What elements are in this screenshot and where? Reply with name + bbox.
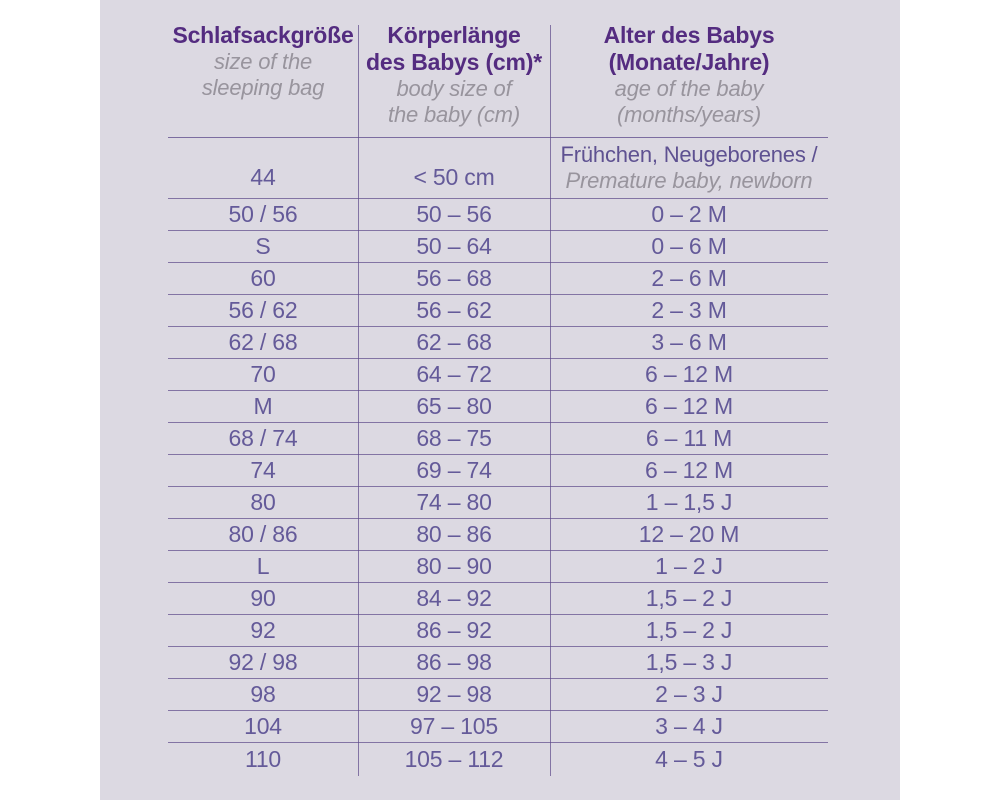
column-subtitle: size of the (213, 49, 313, 74)
cell-age: 1 – 2 J (655, 553, 723, 579)
column-subtitle: (months/years) (617, 102, 761, 127)
table-row: 110 105 – 112 4 – 5 J (168, 743, 828, 775)
cell-body-length: 86 – 92 (416, 617, 492, 643)
cell-body-length: 50 – 56 (416, 201, 492, 227)
table-row: 92 86 – 92 1,5 – 2 J (168, 615, 828, 647)
table-row: 92 / 98 86 – 98 1,5 – 3 J (168, 647, 828, 679)
column-subtitle: age of the baby (614, 76, 764, 101)
cell-age: 1,5 – 3 J (645, 649, 733, 675)
cell-size: 60 (250, 265, 276, 291)
cell-age: 12 – 20 M (638, 521, 740, 547)
column-divider-1 (358, 25, 359, 776)
cell-size: 44 (250, 164, 276, 190)
column-title: Alter des Babys (603, 22, 775, 48)
column-divider-2 (550, 25, 551, 776)
age-english: Premature baby, newborn (565, 168, 813, 193)
cell-size: 62 / 68 (228, 329, 298, 355)
cell-age: 6 – 12 M (645, 457, 733, 483)
cell-body-length: 69 – 74 (416, 457, 492, 483)
cell-size: 110 (244, 745, 282, 772)
age-bilingual: Frühchen, Neugeborenes / Premature baby,… (561, 142, 818, 194)
lavender-panel: Schlafsackgröße size of the sleeping bag… (100, 0, 900, 800)
table-row: 56 / 62 56 – 62 2 – 3 M (168, 295, 828, 327)
cell-body-length: 80 – 86 (416, 521, 492, 547)
cell-age: 6 – 12 M (645, 393, 733, 419)
cell-body-length: 64 – 72 (416, 361, 492, 387)
column-subtitle: body size of (396, 76, 512, 101)
cell-body-length: 56 – 68 (416, 265, 492, 291)
cell-age: 1 – 1,5 J (645, 489, 733, 515)
column-subtitle: the baby (cm) (388, 102, 520, 127)
cell-age: 0 – 6 M (651, 233, 727, 259)
cell-age: 3 – 4 J (655, 713, 723, 739)
cell-size: L (256, 553, 270, 579)
cell-size: S (255, 233, 271, 259)
table-row: 74 69 – 74 6 – 12 M (168, 455, 828, 487)
cell-size: 92 (250, 617, 276, 643)
cell-age: 4 – 5 J (655, 745, 723, 772)
cell-age: 6 – 11 M (645, 425, 733, 451)
cell-body-length: 74 – 80 (416, 489, 492, 515)
cell-body-length: 97 – 105 (410, 713, 498, 739)
cell-age: 0 – 2 M (651, 201, 727, 227)
cell-body-length: 68 – 75 (416, 425, 492, 451)
column-header-body-length: Körperlänge des Babys (cm)* body size of… (358, 20, 550, 137)
table-header-row: Schlafsackgröße size of the sleeping bag… (168, 20, 828, 138)
column-subtitle: sleeping bag (201, 75, 325, 100)
table-row: M 65 – 80 6 – 12 M (168, 391, 828, 423)
cell-body-length: 84 – 92 (416, 585, 492, 611)
cell-size: 80 / 86 (228, 521, 298, 547)
column-header-age: Alter des Babys (Monate/Jahre) age of th… (550, 20, 828, 137)
cell-size: 92 / 98 (228, 649, 298, 675)
table-row: 80 74 – 80 1 – 1,5 J (168, 487, 828, 519)
cell-size: 70 (250, 361, 276, 387)
cell-body-length: 65 – 80 (416, 393, 492, 419)
cell-size: 56 / 62 (228, 297, 298, 323)
column-title: des Babys (cm)* (366, 49, 542, 75)
table-row: S 50 – 64 0 – 6 M (168, 231, 828, 263)
table-row: 98 92 – 98 2 – 3 J (168, 679, 828, 711)
cell-size: 74 (250, 457, 276, 483)
cell-age: 1,5 – 2 J (645, 585, 733, 611)
cell-age: 3 – 6 M (651, 329, 727, 355)
table-row: 104 97 – 105 3 – 4 J (168, 711, 828, 743)
cell-body-length: 50 – 64 (416, 233, 492, 259)
cell-size: M (253, 393, 273, 419)
cell-age: 2 – 3 M (651, 297, 727, 323)
table-row: 90 84 – 92 1,5 – 2 J (168, 583, 828, 615)
table-row: 80 / 86 80 – 86 12 – 20 M (168, 519, 828, 551)
cell-size: 50 / 56 (228, 201, 298, 227)
size-chart-table: Schlafsackgröße size of the sleeping bag… (168, 20, 828, 776)
cell-age: 6 – 12 M (645, 361, 733, 387)
cell-body-length: 80 – 90 (416, 553, 492, 579)
cell-age: 2 – 6 M (651, 265, 727, 291)
cell-body-length: < 50 cm (413, 164, 495, 190)
column-header-size: Schlafsackgröße size of the sleeping bag (168, 20, 358, 137)
cell-size: 104 (244, 713, 282, 739)
cell-size: 80 (250, 489, 276, 515)
cell-age: 2 – 3 J (655, 681, 723, 707)
column-title: (Monate/Jahre) (608, 49, 770, 75)
table-row: 50 / 56 50 – 56 0 – 2 M (168, 199, 828, 231)
cell-size: 98 (250, 681, 276, 707)
table-row: 60 56 – 68 2 – 6 M (168, 263, 828, 295)
cell-body-length: 92 – 98 (416, 681, 492, 707)
cell-body-length: 86 – 98 (416, 649, 492, 675)
table-row: L 80 – 90 1 – 2 J (168, 551, 828, 583)
table-row: 44 < 50 cm Frühchen, Neugeborenes / Prem… (168, 138, 828, 199)
column-title: Körperlänge (387, 22, 521, 48)
table-row: 68 / 74 68 – 75 6 – 11 M (168, 423, 828, 455)
cell-body-length: 105 – 112 (404, 745, 504, 772)
age-german: Frühchen, Neugeborenes / (560, 142, 818, 167)
cell-age: Frühchen, Neugeborenes / Premature baby,… (550, 138, 828, 198)
cell-age: 1,5 – 2 J (645, 617, 733, 643)
cell-body-length: 62 – 68 (416, 329, 492, 355)
column-title: Schlafsackgröße (172, 22, 354, 48)
table-row: 62 / 68 62 – 68 3 – 6 M (168, 327, 828, 359)
table-row: 70 64 – 72 6 – 12 M (168, 359, 828, 391)
cell-body-length: 56 – 62 (416, 297, 492, 323)
cell-size: 90 (250, 585, 276, 611)
cell-size: 68 / 74 (228, 425, 298, 451)
